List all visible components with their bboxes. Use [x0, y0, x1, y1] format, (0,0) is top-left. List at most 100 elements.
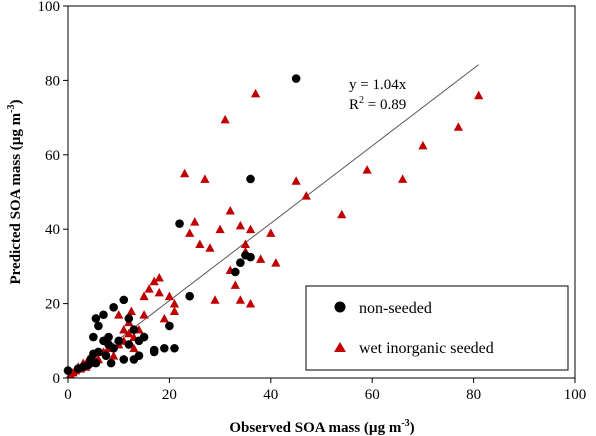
point-non-seeded [175, 219, 184, 228]
legend-marker-non-seeded [334, 301, 346, 313]
point-wet-inorganic-seeded [185, 228, 195, 237]
r-squared-label: R2 = 0.89 [349, 95, 406, 113]
point-wet-inorganic-seeded [205, 243, 215, 252]
point-wet-inorganic-seeded [337, 209, 347, 219]
fit-line [67, 64, 479, 379]
axis-ticks: 0 20 40 60 80 100 0 20 40 60 80 100 [38, 0, 587, 403]
point-non-seeded [134, 351, 144, 360]
data-marks [63, 64, 484, 379]
point-wet-inorganic-seeded [235, 295, 245, 304]
point-wet-inorganic-seeded [200, 174, 210, 183]
point-wet-inorganic-seeded [225, 206, 235, 215]
y-tick-label: 40 [45, 222, 60, 238]
fit-equation: y = 1.04x [349, 77, 407, 93]
legend-label-non-seeded: non-seeded [359, 300, 432, 317]
point-wet-inorganic-seeded [139, 310, 149, 319]
point-wet-inorganic-seeded [210, 295, 220, 304]
point-wet-inorganic-seeded [154, 287, 164, 297]
legend-box [305, 285, 569, 371]
point-wet-inorganic-seeded [474, 90, 484, 100]
point-wet-inorganic-seeded [144, 284, 154, 293]
point-wet-inorganic-seeded [169, 299, 180, 308]
point-wet-inorganic-seeded [109, 351, 119, 360]
point-wet-inorganic-seeded [240, 239, 251, 248]
legend-label-wet-inorganic-seeded: wet inorganic seeded [359, 340, 494, 357]
point-non-seeded [89, 332, 98, 342]
y-tick-label: 0 [53, 371, 61, 387]
point-wet-inorganic-seeded [129, 343, 139, 353]
x-tick-label: 0 [64, 387, 72, 403]
x-tick-label: 20 [162, 387, 177, 403]
point-wet-inorganic-seeded [180, 168, 190, 178]
point-wet-inorganic-seeded [266, 228, 276, 237]
x-axis-title: Observed SOA mass (µg m-3) [229, 418, 414, 436]
point-wet-inorganic-seeded [114, 310, 124, 319]
point-non-seeded [119, 355, 129, 364]
x-tick-label: 60 [365, 387, 380, 403]
point-non-seeded [106, 358, 116, 368]
point-wet-inorganic-seeded [291, 176, 301, 185]
point-wet-inorganic-seeded [256, 254, 266, 263]
x-tick-label: 80 [466, 387, 481, 403]
point-non-seeded [291, 74, 301, 83]
point-non-seeded [185, 291, 194, 301]
point-wet-inorganic-seeded [245, 299, 256, 308]
point-non-seeded [124, 314, 134, 323]
point-non-seeded [94, 347, 103, 357]
point-wet-inorganic-seeded [149, 276, 159, 286]
point-non-seeded [129, 325, 139, 334]
point-wet-inorganic-seeded [418, 140, 428, 150]
y-tick-label: 80 [45, 73, 60, 89]
point-wet-inorganic-seeded [235, 220, 245, 230]
point-wet-inorganic-seeded [453, 122, 463, 131]
y-tick-label: 100 [38, 0, 61, 15]
point-non-seeded [91, 358, 101, 368]
point-non-seeded [101, 351, 111, 360]
point-wet-inorganic-seeded [250, 88, 261, 98]
point-wet-inorganic-seeded [301, 191, 311, 200]
x-tick-label: 40 [263, 387, 278, 403]
point-non-seeded [91, 314, 101, 323]
legend: non-seeded wet inorganic seeded [305, 285, 569, 371]
point-wet-inorganic-seeded [362, 165, 372, 174]
point-non-seeded [109, 303, 118, 312]
point-non-seeded [231, 267, 240, 277]
point-non-seeded [99, 310, 108, 320]
y-tick-label: 60 [45, 148, 60, 164]
point-non-seeded [160, 343, 169, 353]
point-wet-inorganic-seeded [190, 217, 200, 226]
point-non-seeded [124, 340, 134, 349]
point-wet-inorganic-seeded [139, 291, 149, 301]
point-non-seeded [94, 321, 103, 331]
point-wet-inorganic-seeded [119, 325, 129, 334]
legend-marker-wet-inorganic-seeded [334, 342, 346, 352]
point-non-seeded [149, 345, 159, 355]
y-tick-label: 20 [45, 297, 60, 313]
point-wet-inorganic-seeded [215, 224, 225, 234]
point-non-seeded [236, 258, 245, 267]
point-non-seeded [114, 336, 123, 346]
point-non-seeded [104, 332, 113, 342]
point-non-seeded [246, 174, 255, 184]
point-non-seeded [139, 332, 149, 342]
point-wet-inorganic-seeded [271, 258, 281, 267]
point-wet-inorganic-seeded [169, 306, 180, 315]
point-wet-inorganic-seeded [195, 239, 205, 248]
point-non-seeded [246, 252, 255, 262]
x-tick-label: 100 [564, 387, 587, 403]
point-wet-inorganic-seeded [164, 291, 174, 301]
point-wet-inorganic-seeded [124, 328, 134, 338]
point-wet-inorganic-seeded [398, 174, 408, 183]
point-wet-inorganic-seeded [126, 306, 136, 315]
point-wet-inorganic-seeded [230, 280, 240, 289]
point-non-seeded [165, 321, 174, 331]
point-non-seeded [109, 343, 118, 353]
point-non-seeded [119, 295, 129, 305]
y-axis-title: Predicted SOA mass (µg m-3) [6, 99, 24, 284]
point-wet-inorganic-seeded [245, 224, 256, 234]
point-wet-inorganic-seeded [220, 114, 230, 124]
point-non-seeded [170, 343, 179, 353]
point-wet-inorganic-seeded [159, 313, 169, 323]
plot-frame [67, 5, 576, 379]
